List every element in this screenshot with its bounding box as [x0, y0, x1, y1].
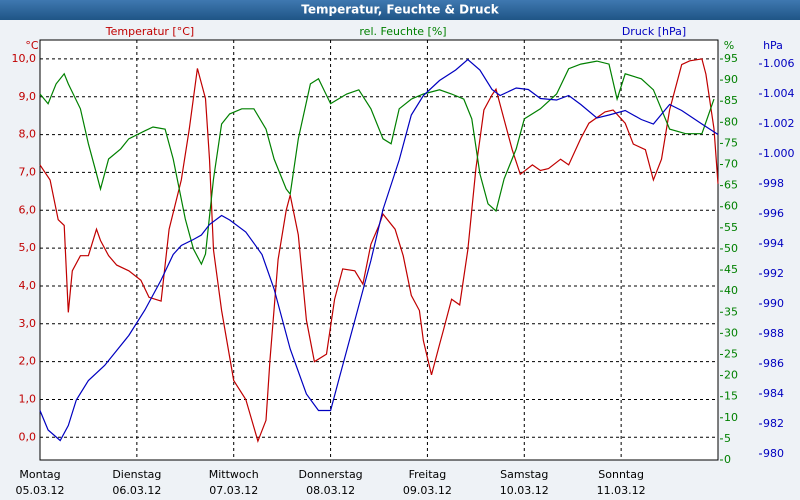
y2-tick-label: 80 [724, 115, 738, 128]
y2-tick-label: 95 [724, 52, 738, 65]
y3-tick-label: 998 [763, 177, 784, 190]
y3-tick-label: 984 [763, 387, 784, 400]
y3-tick-label: 982 [763, 417, 784, 430]
y3-axis-title: Druck [hPa] [622, 25, 686, 38]
y-tick-label: 5,0 [19, 241, 37, 254]
y-axis-title: Temperatur [°C] [105, 25, 194, 38]
chart-title: Temperatur, Feuchte & Druck [301, 3, 499, 17]
series-line [39, 58, 719, 442]
y2-tick-label: 20 [724, 369, 738, 382]
y-tick-label: 6,0 [19, 203, 37, 216]
y2-tick-label: 10 [724, 411, 738, 424]
y2-tick-label: 45 [724, 263, 738, 276]
x-tick-date: 11.03.12 [597, 484, 646, 497]
x-tick-label: Montag [19, 468, 60, 481]
y2-tick-label: 50 [724, 242, 738, 255]
y2-tick-label: 15 [724, 390, 738, 403]
y2-tick-label: 25 [724, 347, 738, 360]
x-tick-label: Samstag [500, 468, 548, 481]
y2-tick-label: 60 [724, 200, 738, 213]
y-tick-label: 7,0 [19, 165, 37, 178]
x-tick-date: 07.03.12 [209, 484, 258, 497]
x-tick-date: 08.03.12 [306, 484, 355, 497]
x-tick-date: 05.03.12 [16, 484, 65, 497]
y2-tick-label: 35 [724, 305, 738, 318]
y2-tick-label: 0 [724, 453, 731, 466]
y3-tick-label: 1.002 [763, 117, 795, 130]
y2-tick-label: 5 [724, 432, 731, 445]
y-tick-label: 2,0 [19, 355, 37, 368]
y2-tick-label: 65 [724, 179, 738, 192]
y3-tick-label: 994 [763, 237, 784, 250]
x-tick-label: Mittwoch [209, 468, 259, 481]
y-tick-label: 0,0 [19, 430, 37, 443]
y3-tick-label: 990 [763, 297, 784, 310]
series-line [39, 60, 715, 266]
x-tick-label: Donnerstag [298, 468, 362, 481]
y3-axis-unit: hPa [763, 39, 783, 52]
y3-tick-label: 992 [763, 267, 784, 280]
y2-axis-title: rel. Feuchte [%] [359, 25, 446, 38]
y2-tick-label: 75 [724, 136, 738, 149]
y-tick-label: 3,0 [19, 317, 37, 330]
y2-tick-label: 55 [724, 221, 738, 234]
y2-axis-unit: % [724, 39, 734, 52]
x-tick-date: 06.03.12 [112, 484, 161, 497]
y2-tick-label: 30 [724, 326, 738, 339]
x-tick-date: 10.03.12 [500, 484, 549, 497]
x-tick-label: Freitag [409, 468, 447, 481]
y2-tick-label: 70 [724, 158, 738, 171]
y3-tick-label: 986 [763, 357, 784, 370]
y3-tick-label: 1.000 [763, 147, 795, 160]
y-tick-label: 8,0 [19, 128, 37, 141]
y-tick-label: 1,0 [19, 392, 37, 405]
x-tick-date: 09.03.12 [403, 484, 452, 497]
y3-tick-label: 996 [763, 207, 784, 220]
y-tick-label: 10,0 [12, 52, 37, 65]
y-tick-label: 4,0 [19, 279, 37, 292]
y3-tick-label: 988 [763, 327, 784, 340]
y3-tick-label: 1.006 [763, 57, 795, 70]
x-tick-label: Sonntag [598, 468, 644, 481]
y2-tick-label: 85 [724, 94, 738, 107]
title-bar [0, 0, 800, 20]
y-tick-label: 9,0 [19, 90, 37, 103]
y2-tick-label: 90 [724, 73, 738, 86]
y2-tick-label: 40 [724, 284, 738, 297]
x-tick-label: Dienstag [112, 468, 161, 481]
y-axis-unit: °C [25, 39, 39, 52]
plot-area [39, 39, 719, 461]
y3-tick-label: 1.004 [763, 87, 795, 100]
y3-tick-label: 980 [763, 447, 784, 460]
